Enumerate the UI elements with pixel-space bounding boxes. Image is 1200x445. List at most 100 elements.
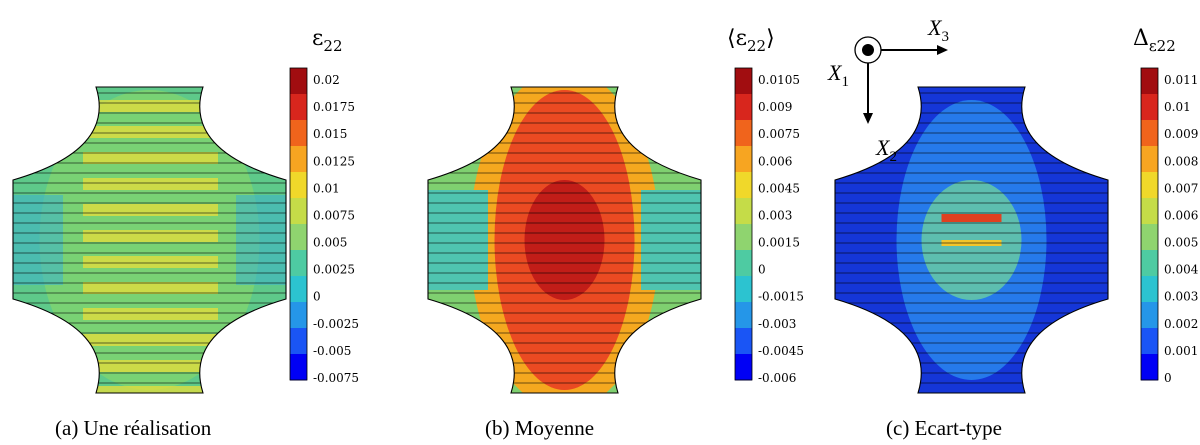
colorbar-tick-label: 0.0105 xyxy=(758,73,800,87)
colorbar-segment xyxy=(735,172,752,199)
colorbar-tick-label: 0.007 xyxy=(1164,181,1198,195)
colorbar-segment xyxy=(735,198,752,225)
x3-arrow-head-icon xyxy=(937,45,948,55)
field-core xyxy=(524,180,605,300)
colorbar-segment xyxy=(290,172,307,199)
panel-caption: (a) Une réalisation xyxy=(55,416,212,440)
field-band xyxy=(83,256,218,268)
colorbar-segment xyxy=(290,250,307,277)
panel-title: ⟨ε22⟩ xyxy=(727,26,775,55)
field-band xyxy=(83,152,218,164)
colorbar-frame xyxy=(289,67,308,381)
colorbar-segment xyxy=(735,250,752,277)
colorbar-segment xyxy=(290,224,307,251)
colorbar-segment xyxy=(290,94,307,121)
colorbar-segment xyxy=(735,68,752,95)
colorbar-tick-label: 0.009 xyxy=(1164,127,1198,141)
colorbar-segment xyxy=(1141,146,1158,173)
colorbar-tick-label: -0.006 xyxy=(758,371,796,385)
colorbar-segment xyxy=(735,328,752,355)
specimen-outline xyxy=(12,86,287,394)
colorbar-segment xyxy=(1141,354,1158,381)
colorbar-segment xyxy=(290,120,307,147)
specimen-outline xyxy=(427,86,702,394)
colorbar: 0.02 0.0175 0.015 0.0125 0.01 0.0075 0.005 0.00… xyxy=(289,67,359,385)
colorbar-tick-label: 0 xyxy=(1164,371,1172,385)
title-end: ⟩ xyxy=(766,26,775,51)
colorbar-segment xyxy=(735,276,752,303)
colorbar-tick-label: 0.011 xyxy=(1164,73,1198,87)
colorbar-segment xyxy=(1141,250,1158,277)
colorbar-segment xyxy=(290,302,307,329)
title-main: ⟨ε xyxy=(727,26,747,51)
colorbar-tick-label: -0.0075 xyxy=(313,371,359,385)
strain-field xyxy=(835,87,1108,393)
x2-label-sub: 2 xyxy=(889,149,897,165)
colorbar-segment xyxy=(1141,198,1158,225)
title-subscript: 22 xyxy=(323,37,342,55)
strain-field xyxy=(428,87,701,393)
x3-label-main: X xyxy=(927,15,943,40)
colorbar-frame xyxy=(734,67,753,381)
colorbar-tick-label: 0.009 xyxy=(758,100,792,114)
title-subscript: 22 xyxy=(747,37,766,55)
colorbar-segment xyxy=(735,224,752,251)
x2-label: X2 xyxy=(875,135,897,165)
colorbar-segment xyxy=(1141,94,1158,121)
colorbar-segment xyxy=(1141,68,1158,95)
colorbar-tick-label: 0.005 xyxy=(313,236,347,250)
field-edge xyxy=(641,190,701,290)
colorbar-segment xyxy=(735,94,752,121)
x1-label-sub: 1 xyxy=(841,74,849,90)
colorbar-tick-label: 0 xyxy=(758,263,766,277)
colorbar-segment xyxy=(735,354,752,381)
colorbar-tick-label: 0.0175 xyxy=(313,100,355,114)
colorbar-tick-label: -0.0015 xyxy=(758,290,804,304)
colorbar-segment xyxy=(735,302,752,329)
colorbar: 0.011 0.01 0.009 0.008 0.007 0.006 0.005 0.004 0… xyxy=(1140,67,1199,385)
field-band xyxy=(83,100,218,112)
x2-arrow-head-icon xyxy=(863,113,873,124)
colorbar-tick-label: 0.0025 xyxy=(313,263,355,277)
colorbar-segment xyxy=(290,276,307,303)
x1-dot-icon xyxy=(862,44,874,56)
colorbar-tick-label: -0.005 xyxy=(313,344,351,358)
colorbar-tick-label: 0.0075 xyxy=(313,208,355,222)
panel-3: 0.011 0.01 0.009 0.008 0.007 0.006 0.005 0.004 0… xyxy=(834,26,1199,440)
field-band xyxy=(83,360,218,372)
x3-label-sub: 3 xyxy=(941,29,949,45)
colorbar-tick-label: 0.01 xyxy=(1164,100,1191,114)
colorbar-segment xyxy=(290,146,307,173)
specimen-outline xyxy=(834,86,1109,394)
field-band xyxy=(83,230,218,242)
colorbar-tick-label: 0.008 xyxy=(1164,154,1198,168)
colorbar-tick-label: 0.006 xyxy=(1164,208,1198,222)
colorbar-tick-label: -0.003 xyxy=(758,317,796,331)
field-band xyxy=(83,308,218,320)
colorbar-segment xyxy=(735,120,752,147)
field-edge xyxy=(236,195,286,285)
field-core xyxy=(941,214,1002,222)
x1-label-main: X xyxy=(827,60,843,85)
colorbar-tick-label: 0.002 xyxy=(1164,317,1198,331)
colorbar-segment xyxy=(1141,224,1158,251)
colorbar-segment xyxy=(1141,172,1158,199)
colorbar-tick-label: 0.004 xyxy=(1164,263,1199,277)
colorbar-tick-label: 0.003 xyxy=(1164,290,1198,304)
field-band xyxy=(83,178,218,190)
title-subscript: ε22 xyxy=(1149,37,1176,55)
panel-2: 0.0105 0.009 0.0075 0.006 0.0045 0.003 0.0015 0… xyxy=(427,26,804,440)
colorbar-segment xyxy=(1141,120,1158,147)
colorbar-segment xyxy=(1141,302,1158,329)
colorbar-segment xyxy=(290,198,307,225)
colorbar-tick-label: 0.006 xyxy=(758,154,792,168)
field-band xyxy=(83,204,218,216)
colorbar-segment xyxy=(1141,276,1158,303)
colorbar-tick-label: 0.003 xyxy=(758,208,792,222)
colorbar-tick-label: 0.0125 xyxy=(313,154,355,168)
colorbar-tick-label: 0.015 xyxy=(313,127,347,141)
colorbar-tick-label: 0 xyxy=(313,290,321,304)
colorbar-tick-label: -0.0025 xyxy=(313,317,359,331)
